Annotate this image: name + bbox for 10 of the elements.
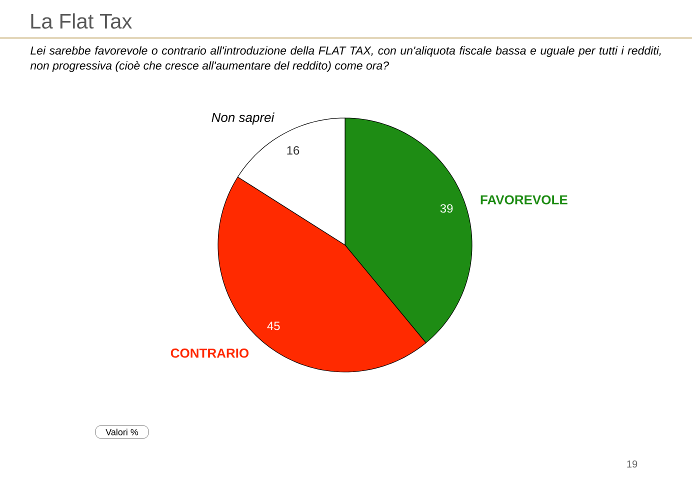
data-label: 16 [287,146,300,155]
text: Valori % [106,428,138,436]
slice-label: Non saprei [212,112,274,125]
slice-label: FAVOREVOLE [480,195,568,204]
text: 19 [627,460,638,468]
chart-title: La Flat Tax [31,13,132,29]
data-label: 39 [440,204,453,213]
slice-label: CONTRARIO [170,348,249,358]
chart-subtitle: Lei sarebbe favorevole o contrario all'introduzione della FLAT TAX, con un'aliquota fiscale bassa e uguale per tutti i redditi, non progressiva (cioè che cresce all'aumentare del reddito) come ora? [30,46,661,72]
data-label: 45 [267,322,280,330]
